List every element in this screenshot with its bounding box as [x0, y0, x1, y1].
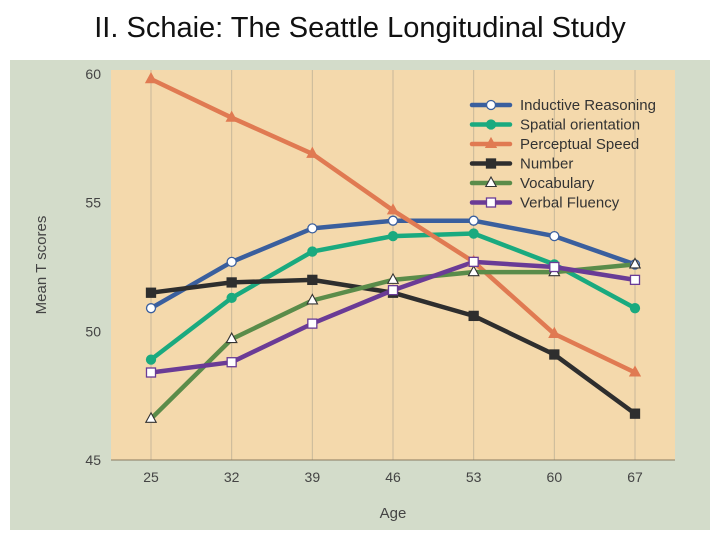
x-tick-label-25: 25 [143, 469, 159, 485]
x-tick-label-60: 60 [547, 469, 563, 485]
x-tick-label-67: 67 [627, 469, 643, 485]
figure-panel: 25 32 39 46 53 60 67 45 50 55 60 Age Mean T scores I… [10, 60, 710, 530]
data-point-inductive-reasoning-32 [226, 256, 237, 268]
data-point-spatial-orientation-46 [387, 230, 399, 242]
data-point-spatial-orientation-67 [629, 303, 641, 314]
data-point-inductive-reasoning-39 [307, 223, 318, 234]
data-point-verbal-fluency-67 [629, 274, 641, 286]
data-point-inductive-reasoning-25 [145, 303, 157, 314]
data-point-number-39 [307, 274, 318, 286]
x-tick-label-46: 46 [385, 469, 401, 485]
data-point-number-67 [629, 408, 641, 419]
data-point-verbal-fluency-39 [307, 318, 318, 329]
data-point-verbal-fluency-32 [226, 357, 237, 368]
data-point-perceptual-speed-46 [386, 203, 400, 215]
legend-marker-perceptual-speed [484, 136, 498, 149]
data-point-verbal-fluency-25 [145, 367, 157, 378]
y-axis-title: Mean T scores [33, 216, 50, 315]
x-tick-label-53: 53 [466, 469, 482, 485]
legend-label-perceptual-speed: Perceptual Speed [520, 136, 639, 153]
data-point-perceptual-speed-67 [628, 365, 642, 377]
legend: Inductive Reasoning Spatial orientation Pe… [469, 97, 656, 212]
data-point-number-53 [468, 310, 479, 322]
y-tick-label-45: 45 [85, 452, 101, 468]
data-point-verbal-fluency-46 [387, 285, 399, 296]
legend-label-vocabulary: Vocabulary [520, 175, 595, 192]
data-point-spatial-orientation-32 [226, 292, 237, 304]
data-point-vocabulary-53 [467, 265, 480, 277]
data-point-verbal-fluency-60 [549, 261, 560, 273]
legend-label-verbal-fluency: Verbal Fluency [520, 195, 620, 212]
axes: 25 32 39 46 53 60 67 45 50 55 60 Age Mean T scores [33, 66, 675, 522]
data-point-inductive-reasoning-60 [549, 230, 560, 242]
y-tick-label-60: 60 [85, 66, 101, 82]
data-point-vocabulary-46 [386, 272, 400, 284]
legend-label-spatial-orientation: Spatial orientation [520, 117, 640, 134]
data-point-inductive-reasoning-46 [387, 215, 399, 226]
legend-label-inductive-reasoning: Inductive Reasoning [520, 97, 656, 114]
y-tick-label-55: 55 [85, 195, 101, 211]
legend-marker-verbal-fluency [485, 197, 497, 208]
data-point-perceptual-speed-60 [548, 326, 561, 338]
line-chart: 25 32 39 46 53 60 67 45 50 55 60 Age Mean T scores I… [33, 66, 675, 522]
series-markers [144, 72, 642, 423]
data-point-spatial-orientation-25 [145, 354, 157, 365]
data-point-verbal-fluency-53 [468, 256, 479, 268]
data-point-perceptual-speed-25 [144, 72, 158, 84]
legend-marker-inductive-reasoning [485, 99, 497, 111]
x-axis-title: Age [380, 505, 407, 522]
data-point-perceptual-speed-32 [225, 110, 238, 122]
data-point-vocabulary-32 [225, 331, 238, 344]
data-point-vocabulary-67 [628, 257, 642, 269]
legend-marker-vocabulary [484, 175, 498, 188]
data-point-vocabulary-25 [144, 411, 158, 423]
legend-marker-spatial-orientation [485, 119, 497, 130]
data-point-spatial-orientation-53 [468, 228, 479, 239]
data-point-number-25 [145, 287, 157, 298]
legend-label-number: Number [520, 156, 573, 173]
data-point-number-32 [226, 277, 237, 288]
x-tick-label-39: 39 [305, 469, 321, 485]
slide-title: II. Schaie: The Seattle Longitudinal Stu… [94, 12, 626, 44]
y-tick-label-50: 50 [85, 323, 101, 339]
data-point-spatial-orientation-39 [307, 246, 318, 257]
legend-marker-number [485, 158, 497, 169]
x-tick-label-32: 32 [224, 469, 240, 485]
data-point-vocabulary-39 [306, 293, 319, 305]
data-point-perceptual-speed-39 [306, 146, 319, 158]
data-point-inductive-reasoning-53 [468, 215, 479, 226]
data-point-number-60 [549, 349, 560, 360]
